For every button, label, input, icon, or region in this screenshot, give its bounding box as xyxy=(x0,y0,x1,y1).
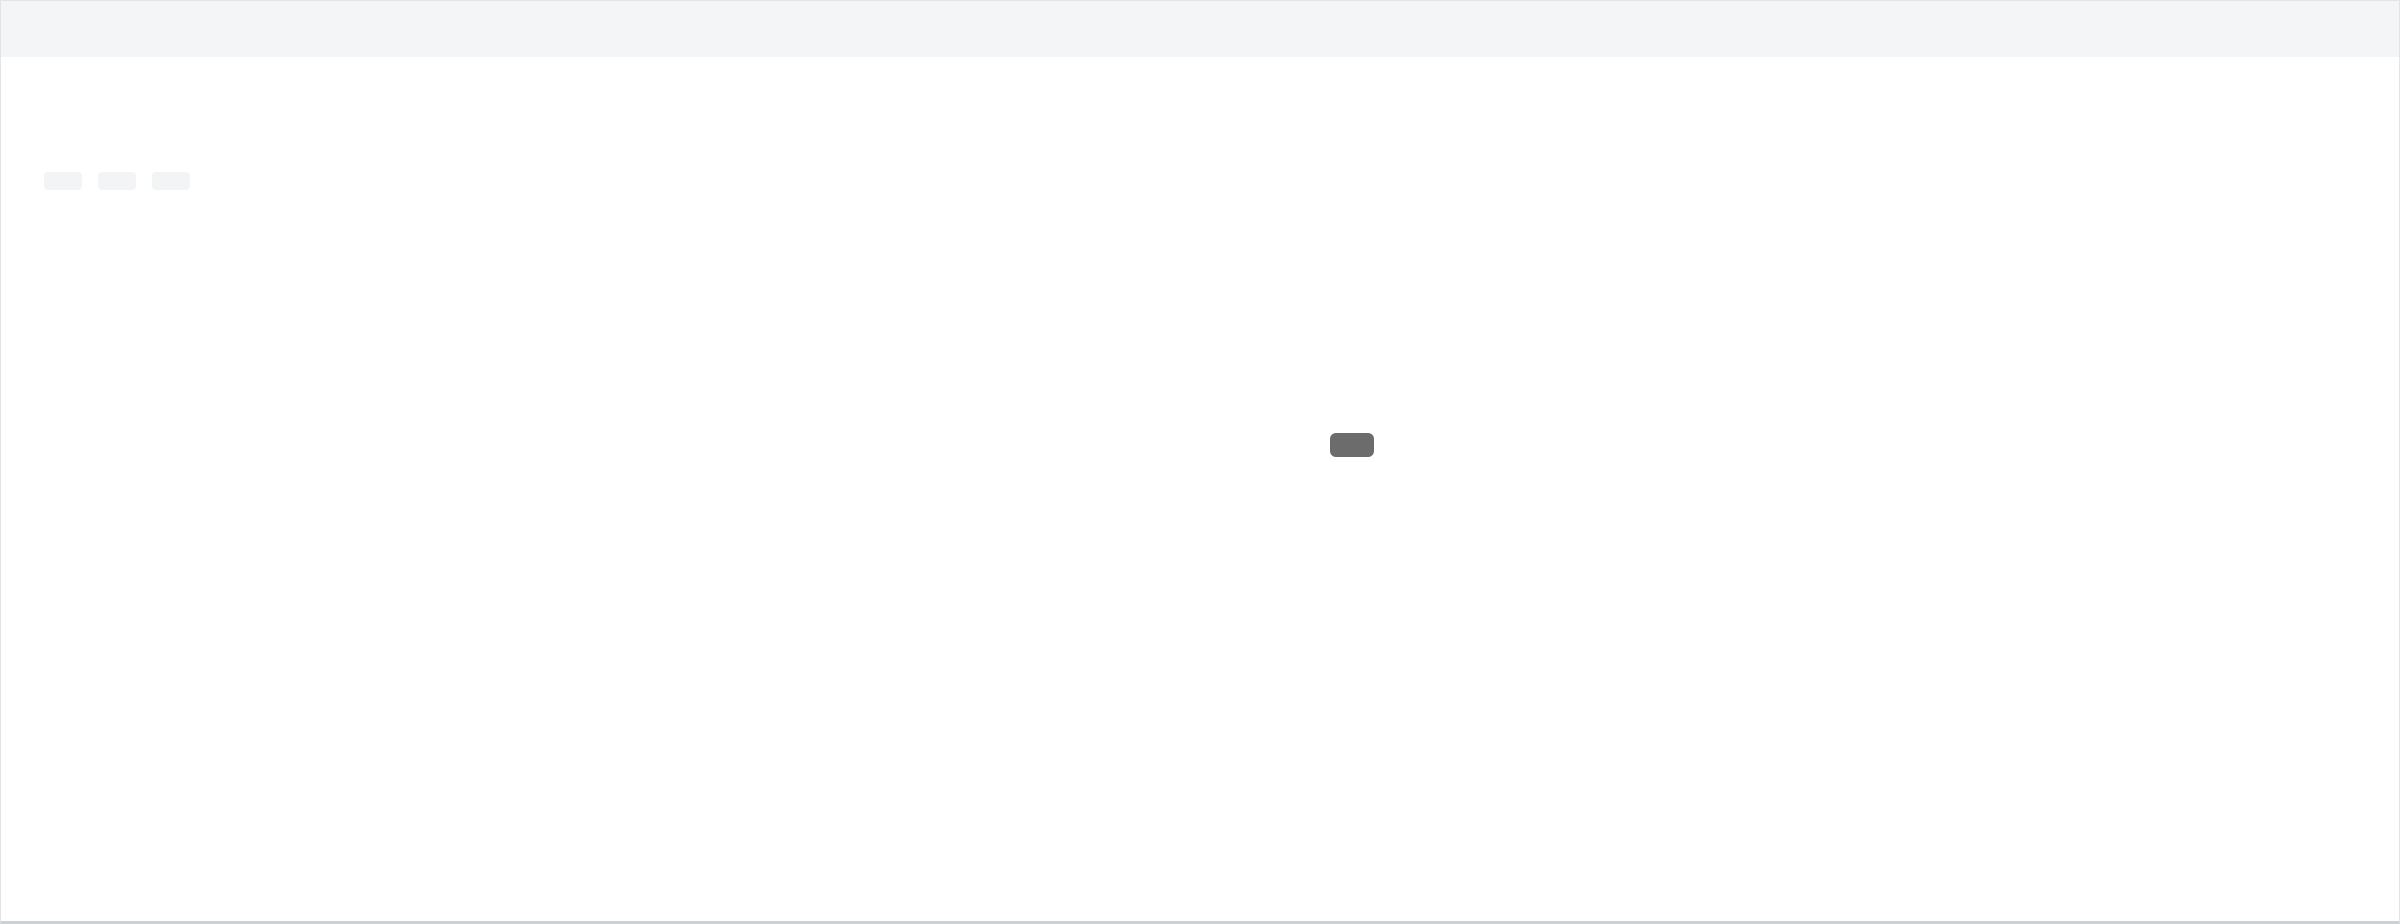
tab-7-days[interactable] xyxy=(44,172,82,190)
charts-area xyxy=(0,217,2400,801)
table-header xyxy=(0,0,2400,57)
tab-3-months[interactable] xyxy=(152,172,190,190)
rank-trend-bar xyxy=(22,157,2400,205)
page-share-donut-chart[interactable] xyxy=(1700,217,2400,801)
rank-trend-line-chart[interactable] xyxy=(0,217,1700,801)
keyword-table xyxy=(0,0,2400,57)
tab-30-days[interactable] xyxy=(98,172,136,190)
